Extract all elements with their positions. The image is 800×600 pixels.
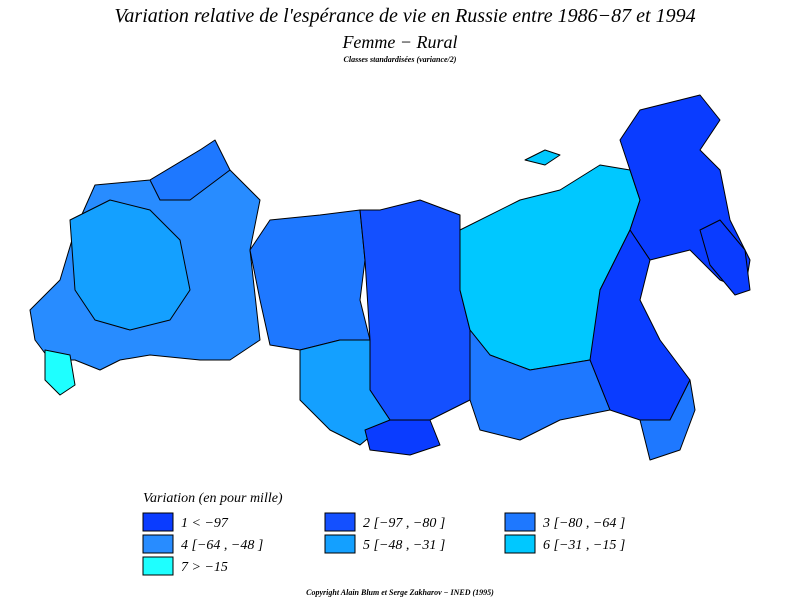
legend-swatch (324, 512, 356, 532)
legend-label: 5 [−48 , −31 ] (363, 538, 445, 553)
subtitle: Femme − Rural (341, 32, 457, 52)
legend-label: 6 [−31 , −15 ] (543, 538, 625, 553)
region (44, 349, 76, 396)
russia-map (29, 94, 751, 461)
note: Classes standardisées (variance/2) (344, 55, 457, 64)
region (469, 329, 611, 441)
legend-title: Variation (en pour mille) (143, 491, 283, 506)
legend-label: 3 [−80 , −64 ] (542, 516, 625, 531)
region (69, 199, 191, 331)
legend-label: 7 > −15 (181, 560, 228, 575)
legend-label: 4 [−64 , −48 ] (181, 538, 263, 553)
legend-swatch (504, 512, 536, 532)
legend: Variation (en pour mille) 1 < −97 2 [−97 … (142, 491, 625, 576)
legend-label: 1 < −97 (181, 516, 229, 531)
region (699, 219, 751, 296)
region (249, 209, 371, 351)
region (589, 229, 691, 421)
legend-swatch (324, 534, 356, 554)
region (639, 379, 696, 461)
legend-swatch (504, 534, 536, 554)
legend-swatch (142, 556, 174, 576)
legend-label: 2 [−97 , −80 ] (363, 516, 445, 531)
region (149, 139, 231, 201)
region (359, 199, 471, 421)
copyright: Copyright Alain Blum et Serge Zakharov −… (306, 588, 494, 597)
title: Variation relative de l'espérance de vie… (114, 5, 695, 27)
region (364, 419, 441, 456)
legend-swatch (142, 512, 174, 532)
region (524, 149, 561, 166)
legend-swatch (142, 534, 174, 554)
